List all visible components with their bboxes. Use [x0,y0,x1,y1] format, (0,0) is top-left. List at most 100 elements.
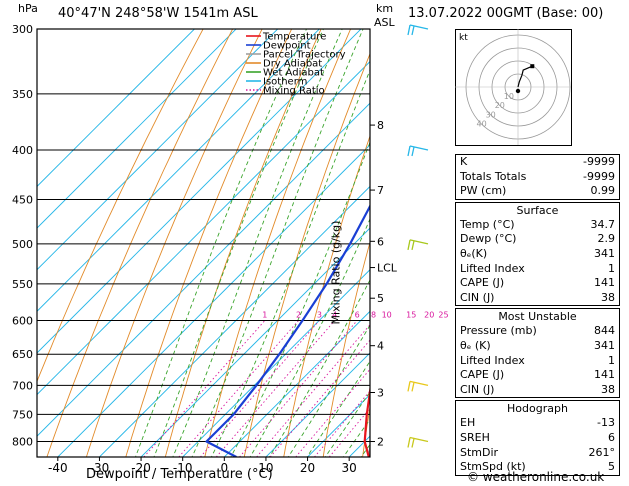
surface-label: CIN (J) [460,290,495,304]
hodo-label: StmDir [460,445,499,459]
legend-entry: Parcel Trajectory [263,50,346,61]
legend-entry: Isotherm [263,77,307,88]
hodo-label: SREH [460,430,490,444]
x-tick-label: 20 [300,461,315,475]
km-tick-label: 8 [377,119,384,132]
surface-row: Temp (°C) 34.7 [456,218,619,233]
credit-text: © weatheronline.co.uk [467,470,605,484]
unstable-label: Pressure (mb) [460,324,537,338]
hodograph-unit-label: kt [459,33,468,43]
wind-barb [407,145,429,157]
pressure-tick-label: 700 [12,379,33,392]
surface-label: Temp (°C) [460,217,515,231]
surface-value: 38 [601,290,615,304]
surface-title: Surface [516,203,559,217]
km-tick-label: 6 [377,235,384,248]
mixing-ratio-line [178,320,299,457]
hodograph-ring-label: 40 [477,119,487,128]
wind-barb-staff [409,145,429,151]
dry-adiabat-line [322,240,370,457]
surface-value: 1 [608,261,615,275]
stats-table: K -9999 Totals Totals -9999 PW (cm) 0.99 Surf… [455,154,620,478]
wind-barb-flag [407,381,411,392]
plot-area [37,29,370,457]
index-row: Totals Totals -9999 [456,170,619,185]
mixing-ratio-label: 10 [382,311,392,320]
index-value: 0.99 [590,184,616,198]
index-row: PW (cm) 0.99 [456,184,619,199]
mixing-ratio-line [295,368,370,457]
mixing-ratio-line [328,407,370,457]
surface-label: Dewp (°C) [460,232,517,246]
unstable-row: CIN (J) 38 [456,383,619,398]
dewpoint-line [205,203,370,457]
wet-adiabat-line [135,29,307,457]
x-tick-label: -10 [173,461,193,475]
km-tick-label: LCL [377,262,398,275]
km-tick-label: 2 [377,436,384,449]
unstable-row: θₑ (K) 341 [456,339,619,354]
km-tick-label: 4 [377,340,384,353]
hodo-value: 261° [588,445,616,459]
wind-barb-flag [407,437,411,448]
mixing-ratio-label: 1 [262,311,267,320]
surface-value: 2.9 [597,232,616,246]
pressure-tick-label: 800 [12,436,33,449]
index-label: Totals Totals [460,169,527,183]
hodo-value: -13 [597,416,615,430]
dry-adiabat-line [125,29,293,457]
isotherm-line [37,29,237,229]
surface-row: CAPE (J) 141 [456,276,619,291]
hodograph-ring-label: 10 [504,92,514,101]
index-value: -9999 [583,155,615,168]
hodograph-title: Hodograph [507,402,568,416]
most-unstable-title: Most Unstable [498,310,577,324]
pressure-tick-label: 450 [12,194,33,207]
mixing-ratio-label: 6 [355,311,360,320]
wind-barb-flag [411,240,415,250]
legend-entry: Dewpoint [263,41,311,52]
x-tick-label: 10 [258,461,273,475]
surface-value: 34.7 [590,217,616,231]
x-tick-label: -20 [131,461,151,475]
surface-row: CIN (J) 38 [456,291,619,306]
wind-barb-flag [411,146,415,157]
hodograph-trace [517,65,533,88]
hpa-unit-label: hPa [18,2,38,15]
pressure-tick-label: 300 [12,23,33,36]
wind-barb-flag [411,25,415,36]
index-row: K -9999 [456,155,619,170]
km-tick-label: 5 [377,292,384,305]
wet-adiabat-line [287,324,370,457]
x-tick-label: 0 [220,461,228,475]
wet-adiabat-line [249,217,370,457]
mixing-ratio-line [256,324,370,457]
isotherm-line [37,29,279,271]
surface-value: 341 [594,246,615,260]
hodograph-ring-label: 20 [495,101,505,110]
wet-adiabat-line [210,69,370,457]
unstable-label: CAPE (J) [460,368,505,382]
dry-adiabat-line [243,52,370,457]
mixing-ratio-label: 2 [296,311,301,320]
hodo-value: 5 [608,460,615,474]
unstable-value: 38 [601,382,615,396]
legend-entry: Temperature [262,32,326,43]
mixing-ratio-label: 4 [332,311,337,320]
unstable-value: 141 [594,368,615,382]
hodo-label: StmSpd (kt) [460,460,526,474]
wind-barb-staff [409,24,429,30]
wet-adiabat-line [324,391,370,457]
dry-adiabat-line [204,29,352,457]
asl-unit-label: ASL [374,16,395,29]
hodo-row: StmDir 261° [456,446,619,461]
dry-adiabat-line [85,29,263,457]
pressure-tick-label: 650 [12,348,33,361]
km-tick-label: 3 [377,387,384,400]
legend-entry: Wet Adiabat [263,68,324,79]
isotherm-line [37,29,195,188]
pressure-tick-label: 600 [12,315,33,328]
hodo-row: StmSpd (kt) 5 [456,460,619,475]
